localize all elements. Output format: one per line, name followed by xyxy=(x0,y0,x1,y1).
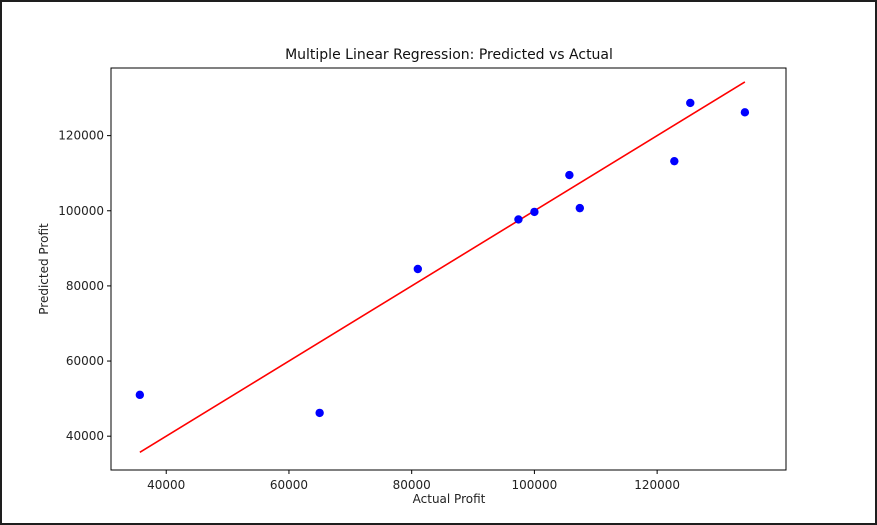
series-layer xyxy=(135,81,750,454)
y-tick-label: 40000 xyxy=(66,429,104,443)
data-point xyxy=(315,408,324,418)
data-point xyxy=(514,215,523,224)
x-axis-ticks: 40000 60000 80000 100000 120000 xyxy=(147,470,680,492)
x-tick-label: 40000 xyxy=(147,478,185,492)
y-tick-label: 80000 xyxy=(66,279,104,293)
y-axis-ticks: 40000 60000 80000 100000 120000 xyxy=(58,129,111,443)
y-axis-label: Predicted Profit xyxy=(37,223,51,315)
data-point xyxy=(135,390,145,400)
y-tick-label: 120000 xyxy=(58,129,104,143)
data-point xyxy=(686,98,695,108)
y-tick-label: 60000 xyxy=(66,354,104,368)
y-tick-label: 100000 xyxy=(58,204,104,218)
data-point xyxy=(565,170,574,180)
x-axis-label: Actual Profit xyxy=(413,492,486,506)
plot-area xyxy=(110,67,787,471)
regression-line xyxy=(139,81,746,454)
data-point xyxy=(530,207,539,217)
chart-title: Multiple Linear Regression: Predicted vs… xyxy=(285,47,613,63)
x-tick-label: 100000 xyxy=(512,478,558,492)
data-point xyxy=(740,108,750,117)
x-tick-label: 80000 xyxy=(393,478,431,492)
data-point xyxy=(575,203,585,213)
x-tick-label: 120000 xyxy=(634,478,680,492)
x-tick-label: 60000 xyxy=(270,478,308,492)
data-point xyxy=(670,156,679,166)
data-point xyxy=(413,264,423,274)
